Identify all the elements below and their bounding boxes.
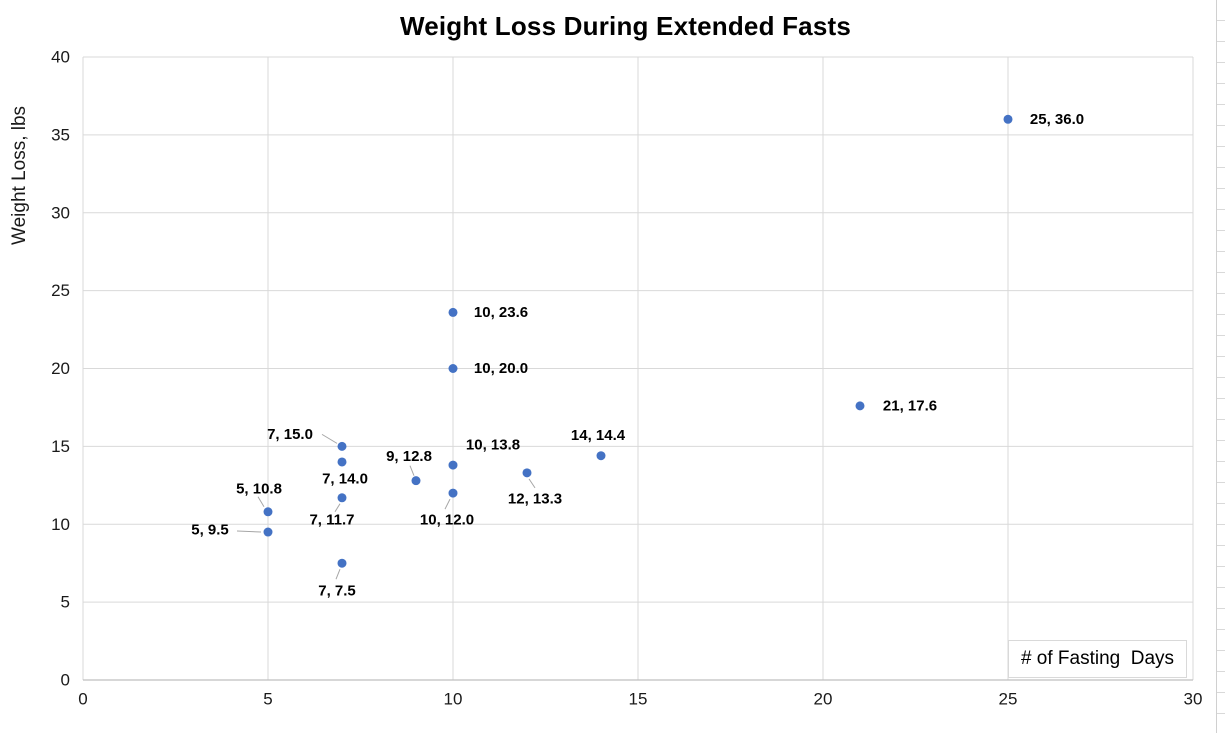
data-point [337, 558, 347, 568]
data-point [855, 401, 865, 411]
data-point-label: 10, 20.0 [474, 360, 528, 377]
y-tick-label: 20 [51, 359, 70, 378]
data-point [337, 441, 347, 451]
data-point [337, 493, 347, 503]
leader-line [444, 498, 451, 510]
data-point [337, 457, 347, 467]
y-tick-label: 40 [51, 48, 70, 67]
y-tick-label: 5 [61, 593, 70, 612]
y-tick-label: 25 [51, 281, 70, 300]
y-tick-label: 30 [51, 203, 70, 222]
data-point [522, 468, 532, 478]
data-point [411, 476, 421, 486]
data-point [1003, 114, 1013, 124]
x-axis-title-box: # of Fasting Days [1008, 640, 1187, 678]
data-point-label: 10, 23.6 [474, 304, 528, 321]
y-tick-label: 15 [51, 437, 70, 456]
data-point-label: 5, 9.5 [191, 522, 229, 539]
spreadsheet-row-lines [1216, 0, 1225, 733]
data-point [448, 460, 458, 470]
data-point-label: 10, 13.8 [466, 437, 520, 454]
chart-title: Weight Loss During Extended Fasts [399, 11, 852, 41]
y-tick-label: 10 [51, 515, 70, 534]
leader-line [409, 465, 415, 476]
data-point [448, 488, 458, 498]
leader-line [236, 530, 262, 533]
leader-line [321, 433, 338, 444]
x-tick-label: 15 [629, 690, 648, 709]
data-point [263, 527, 273, 537]
data-point-label: 7, 15.0 [267, 426, 313, 443]
data-point-label: 21, 17.6 [883, 397, 937, 414]
data-point-label: 5, 10.8 [236, 480, 282, 497]
data-point-label: 10, 12.0 [420, 512, 474, 529]
data-point [596, 451, 606, 461]
data-point-label: 7, 14.0 [322, 470, 368, 487]
leader-line [334, 503, 341, 513]
x-tick-label: 10 [444, 690, 463, 709]
x-tick-label: 5 [263, 690, 272, 709]
x-tick-label: 25 [999, 690, 1018, 709]
leader-line [335, 569, 341, 580]
leader-line [257, 496, 265, 508]
data-point [448, 307, 458, 317]
data-point-label: 9, 12.8 [386, 448, 432, 465]
y-tick-label: 35 [51, 125, 70, 144]
data-point-label: 7, 11.7 [309, 511, 354, 528]
data-point-label: 14, 14.4 [571, 427, 626, 444]
x-tick-label: 20 [814, 690, 833, 709]
x-tick-label: 0 [78, 690, 87, 709]
data-point [263, 507, 273, 517]
data-point-label: 25, 36.0 [1030, 111, 1084, 128]
data-point-label: 12, 13.3 [508, 490, 562, 507]
y-tick-label: 0 [61, 671, 70, 690]
data-point [448, 364, 458, 373]
leader-line [528, 478, 536, 489]
x-axis-title: # of Fasting Days [1020, 648, 1175, 669]
data-point-label: 7, 7.5 [318, 583, 356, 600]
x-tick-label: 30 [1184, 690, 1203, 709]
